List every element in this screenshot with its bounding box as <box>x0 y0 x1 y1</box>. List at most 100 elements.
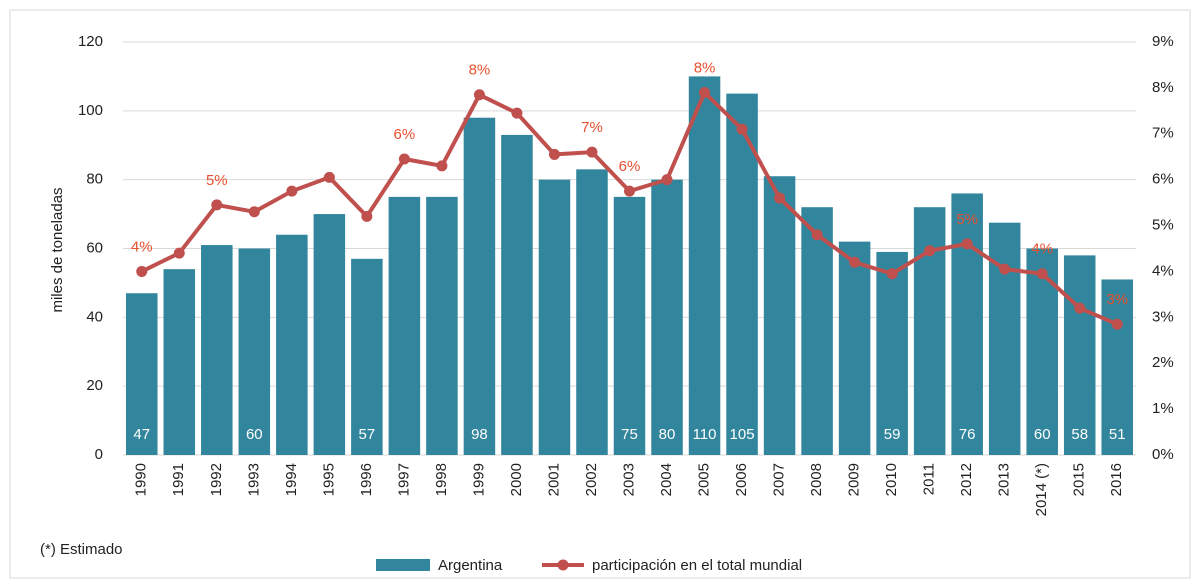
bar <box>276 234 308 455</box>
y-tick-label: 120 <box>78 33 103 50</box>
y2-tick-label: 0% <box>1152 446 1174 463</box>
bar <box>313 214 346 455</box>
y-tick-label: 60 <box>86 239 103 256</box>
bar <box>838 241 871 455</box>
line-point <box>811 229 823 241</box>
y2-tick-label: 8% <box>1152 79 1174 96</box>
bar-value-label: 98 <box>471 426 488 443</box>
bar <box>201 245 233 455</box>
x-tick-label: 2015 <box>1071 463 1088 496</box>
line-point <box>173 247 185 259</box>
y2-tick-label: 5% <box>1152 217 1174 234</box>
bar <box>463 117 496 455</box>
line-point <box>999 263 1011 275</box>
x-tick-label: 1994 <box>283 463 300 496</box>
bar <box>1101 279 1133 455</box>
bar-value-label: 76 <box>959 426 976 443</box>
bar <box>801 207 833 455</box>
x-tick-label: 2011 <box>921 463 938 495</box>
bar <box>351 258 383 455</box>
line-value-label: 6% <box>619 158 641 175</box>
line-point <box>1111 318 1123 330</box>
line-point <box>248 206 260 218</box>
footnote: (*) Estimado <box>40 541 123 558</box>
line-value-label: 8% <box>694 59 716 76</box>
legend-label: Argentina <box>438 557 503 574</box>
line-point <box>436 160 448 172</box>
bar <box>1063 255 1096 455</box>
line-value-label: 4% <box>1031 241 1053 258</box>
x-tick-label: 2000 <box>508 463 525 496</box>
line-point <box>624 185 635 197</box>
x-tick-label: 2001 <box>545 463 562 496</box>
bar <box>388 196 421 455</box>
x-tick-label: 2002 <box>583 463 600 496</box>
y-tick-label: 40 <box>86 308 103 325</box>
y2-tick-label: 1% <box>1152 400 1174 417</box>
line-point <box>661 174 673 186</box>
line-point <box>398 153 410 165</box>
x-tick-label: 1996 <box>358 463 375 496</box>
bar-value-label: 47 <box>133 426 150 443</box>
bar-value-label: 58 <box>1071 426 1088 443</box>
x-tick-label: 1990 <box>133 463 150 496</box>
bar <box>501 134 533 456</box>
bar-value-label: 80 <box>659 426 676 443</box>
y-tick-label: 0 <box>95 446 103 463</box>
x-tick-label: 2003 <box>620 463 637 496</box>
y-tick-label: 20 <box>86 377 103 394</box>
x-tick-label: 2016 <box>1108 463 1125 496</box>
x-tick-label: 2007 <box>771 463 788 496</box>
bar <box>1026 248 1058 455</box>
x-tick-label: 2005 <box>696 463 713 496</box>
x-tick-label: 1991 <box>170 463 187 496</box>
bar <box>163 269 196 455</box>
y2-tick-label: 4% <box>1152 262 1174 279</box>
line-point <box>586 146 598 158</box>
x-tick-label: 2008 <box>808 463 825 496</box>
line-point <box>286 185 298 197</box>
line-point <box>1036 268 1048 280</box>
x-tick-label: 1992 <box>208 463 225 496</box>
bar <box>951 193 983 455</box>
x-tick-label: 1998 <box>433 463 450 496</box>
line-point <box>323 171 335 183</box>
legend-swatch-point <box>557 559 569 571</box>
bar <box>613 196 646 455</box>
bar <box>426 196 458 455</box>
line-point <box>473 89 485 101</box>
legend-label: participación en el total mundial <box>592 557 802 574</box>
line-value-label: 5% <box>956 211 978 228</box>
bar-value-label: 51 <box>1109 426 1126 443</box>
y-tick-label: 100 <box>78 102 103 119</box>
line-point <box>886 268 898 280</box>
bar-value-label: 57 <box>359 426 376 443</box>
y2-tick-label: 3% <box>1152 308 1174 325</box>
bar <box>576 169 608 455</box>
line-point <box>1074 302 1086 314</box>
x-tick-label: 2004 <box>658 463 675 496</box>
line-value-label: 4% <box>131 238 153 255</box>
bar <box>988 222 1021 455</box>
line-value-label: 6% <box>394 126 416 143</box>
y2-tick-label: 7% <box>1152 125 1174 142</box>
bar-value-label: 110 <box>693 426 717 443</box>
bar-value-label: 60 <box>1034 426 1051 443</box>
bar <box>651 179 683 455</box>
line-point <box>774 192 786 204</box>
bar <box>726 93 758 455</box>
bar <box>126 293 158 455</box>
bar <box>876 251 908 455</box>
y2-tick-label: 9% <box>1152 33 1174 50</box>
legend-swatch <box>376 559 430 571</box>
bar <box>688 76 721 456</box>
bar <box>763 176 796 455</box>
line-point <box>699 86 711 98</box>
x-tick-label: 2009 <box>846 463 863 496</box>
y-axis-title: miles de toneladas <box>49 187 66 312</box>
x-tick-label: 2006 <box>733 463 750 496</box>
line-point <box>136 265 148 277</box>
x-tick-label: 2010 <box>883 463 900 496</box>
bar <box>238 248 271 455</box>
